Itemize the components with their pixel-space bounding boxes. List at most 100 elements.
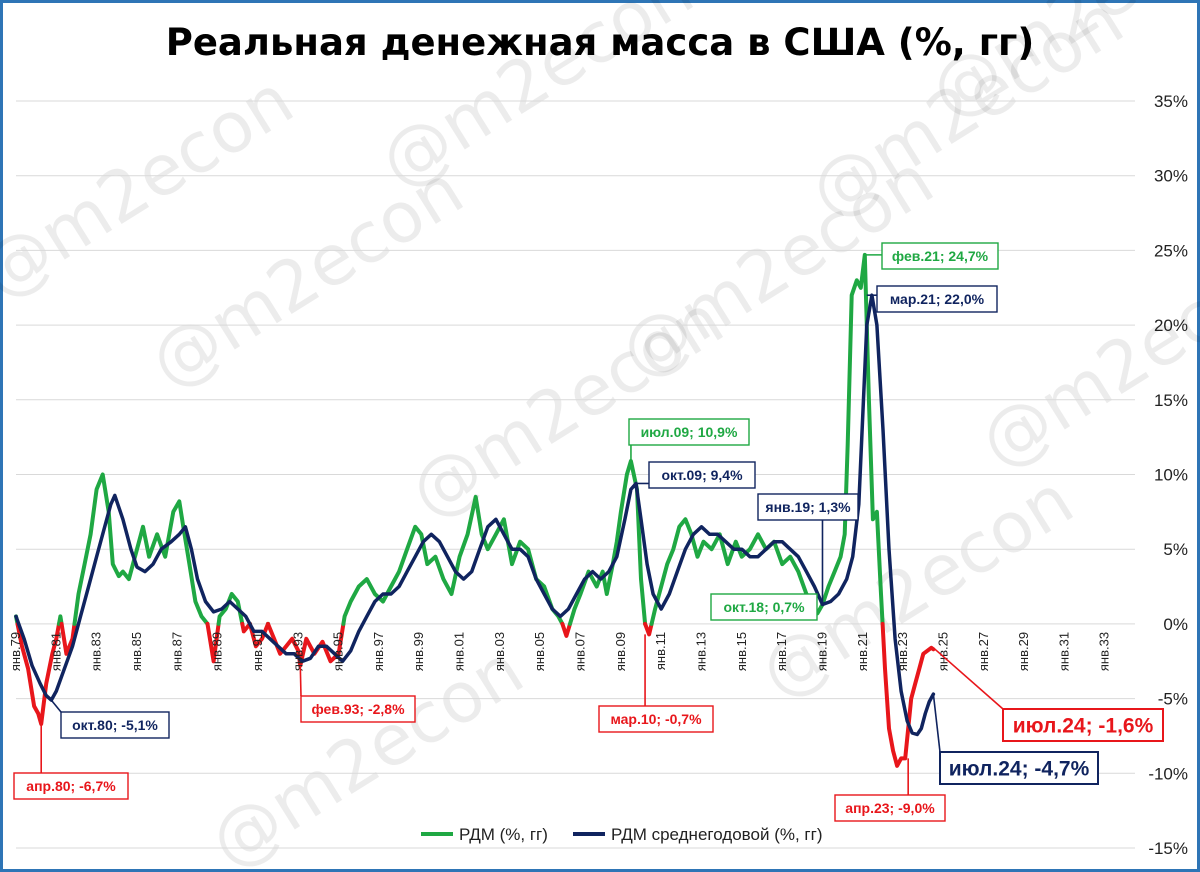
annotation-box (757, 493, 859, 521)
annotation-box (939, 751, 1099, 785)
annotation: фев.21; 24,7% (864, 242, 999, 270)
x-tick-label: янв.01 (452, 632, 467, 671)
annotation: окт.18; 0,7% (710, 593, 818, 621)
x-tick-label: янв.97 (371, 632, 386, 671)
annotation-box (13, 772, 129, 800)
y-tick-label: 10% (1154, 466, 1188, 485)
gridlines (16, 100, 1135, 849)
annotation: апр.80; -6,7% (13, 723, 129, 800)
y-tick-label: 15% (1154, 391, 1188, 410)
annotation: мар.10; -0,7% (598, 634, 714, 733)
series-rdm-negative-line (247, 621, 270, 649)
annotation-label: фев.21; 24,7% (892, 248, 989, 264)
series-rdm-line (72, 472, 210, 626)
series-rdm-negative-line (240, 621, 252, 634)
x-tick-label: янв.11 (653, 632, 668, 670)
annotation: окт.09; 9,4% (635, 461, 756, 489)
y-tick-label: -15% (1148, 839, 1188, 858)
annotation-leader (50, 699, 62, 713)
y-tick-label: 5% (1163, 540, 1188, 559)
x-tick-label: янв.93 (290, 632, 305, 671)
annotations: апр.80; -6,7% окт.80; -5,1% фев.93; -2,8% и… (13, 242, 1164, 822)
y-axis-ticks: 35% 30% 25% 20% 15% 10% 5% 0% -5% -10% -15% (1148, 92, 1188, 858)
annotation-box (300, 695, 416, 723)
series-rdm-line (57, 614, 64, 626)
annotation: июл.24; -1,6% (932, 647, 1164, 742)
annotation-label: янв.19; 1,3% (765, 499, 851, 515)
annotation-label: апр.80; -6,7% (26, 778, 116, 794)
x-tick-label: янв.19 (814, 632, 829, 671)
x-tick-label: янв.25 (935, 632, 950, 671)
series-rdm-negative-line (643, 621, 654, 637)
y-tick-label: 35% (1154, 92, 1188, 111)
annotation-box (628, 418, 750, 446)
x-tick-label: янв.07 (573, 632, 588, 671)
annotation: окт.80; -5,1% (50, 699, 170, 739)
x-tick-label: янв.83 (89, 632, 104, 671)
annotation: июл.24; -4,7% (932, 694, 1099, 785)
y-tick-label: -10% (1148, 764, 1188, 783)
x-axis-ticks: янв.79 янв.81 янв.83 янв.85 янв.87 янв.89 янв.… (8, 632, 1112, 671)
series-rdm-line (649, 252, 885, 626)
annotation-label: мар.21; 22,0% (890, 291, 985, 307)
x-tick-label: янв.29 (1016, 632, 1031, 671)
watermark-text: @m2econ (966, 229, 1200, 485)
series-rdm-avg-line (14, 293, 936, 737)
x-tick-label: янв.15 (734, 632, 749, 671)
x-tick-label: янв.85 (129, 632, 144, 671)
annotation-box (876, 285, 998, 313)
x-tick-label: янв.21 (855, 632, 870, 671)
annotation-label: мар.10; -0,7% (610, 711, 702, 727)
annotation: мар.21; 22,0% (866, 285, 998, 313)
watermark-text: @m2econ (366, 0, 708, 204)
watermark-text: @m2econ (916, 0, 1200, 134)
y-tick-label: 20% (1154, 316, 1188, 335)
annotation-box (834, 794, 946, 822)
annotation-box (598, 705, 714, 733)
annotation-label: июл.09; 10,9% (641, 424, 738, 440)
x-tick-label: янв.33 (1097, 632, 1112, 671)
series-rdm-line (341, 494, 565, 626)
x-tick-label: янв.31 (1056, 632, 1071, 671)
x-tick-label: янв.81 (48, 632, 63, 671)
x-tick-label: янв.17 (774, 632, 789, 671)
x-tick-label: янв.05 (532, 632, 547, 671)
legend: РДМ (%, гг) РДМ среднегодовой (%, гг) (421, 825, 822, 844)
annotation-label: июл.24; -4,7% (949, 758, 1090, 781)
annotation-label: окт.18; 0,7% (723, 599, 805, 615)
series-rdm-negative-line (266, 621, 346, 668)
annotation-box (60, 711, 170, 739)
x-tick-label: янв.27 (976, 632, 991, 671)
annotation: июл.09; 10,9% (628, 418, 750, 462)
annotation: янв.19; 1,3% (757, 493, 859, 605)
annotation-box (1002, 708, 1164, 742)
y-tick-label: -5% (1158, 690, 1188, 709)
series-rdm-negative-line (880, 621, 936, 768)
annotation-leader (932, 647, 1004, 710)
annotation-leader (299, 665, 302, 697)
x-tick-label: янв.79 (8, 632, 23, 671)
annotation-box (710, 593, 818, 621)
series-rdm-negative-line (15, 621, 61, 726)
series-rdm-negative-line (205, 621, 221, 664)
annotation-box (881, 242, 999, 270)
x-tick-label: янв.23 (895, 632, 910, 671)
annotation-label: окт.09; 9,4% (661, 467, 743, 483)
annotation: фев.93; -2,8% (299, 665, 416, 723)
series-layer (14, 252, 936, 768)
chart-title: Реальная денежная масса в США (%, гг) (165, 21, 1035, 64)
x-tick-label: янв.95 (331, 632, 346, 671)
series-rdm-negative-line (560, 621, 572, 638)
x-tick-label: янв.13 (694, 632, 709, 671)
legend-label-rdm: РДМ (%, гг) (459, 825, 548, 844)
x-tick-label: янв.91 (250, 632, 265, 671)
y-tick-label: 25% (1154, 241, 1188, 260)
y-tick-label: 0% (1163, 615, 1188, 634)
y-tick-label: 30% (1154, 167, 1188, 186)
annotation: апр.23; -9,0% (834, 758, 946, 822)
x-tick-label: янв.99 (411, 632, 426, 671)
x-tick-label: янв.89 (210, 632, 225, 671)
series-rdm-negative-line (59, 621, 77, 656)
annotation-label: июл.24; -1,6% (1013, 715, 1154, 738)
